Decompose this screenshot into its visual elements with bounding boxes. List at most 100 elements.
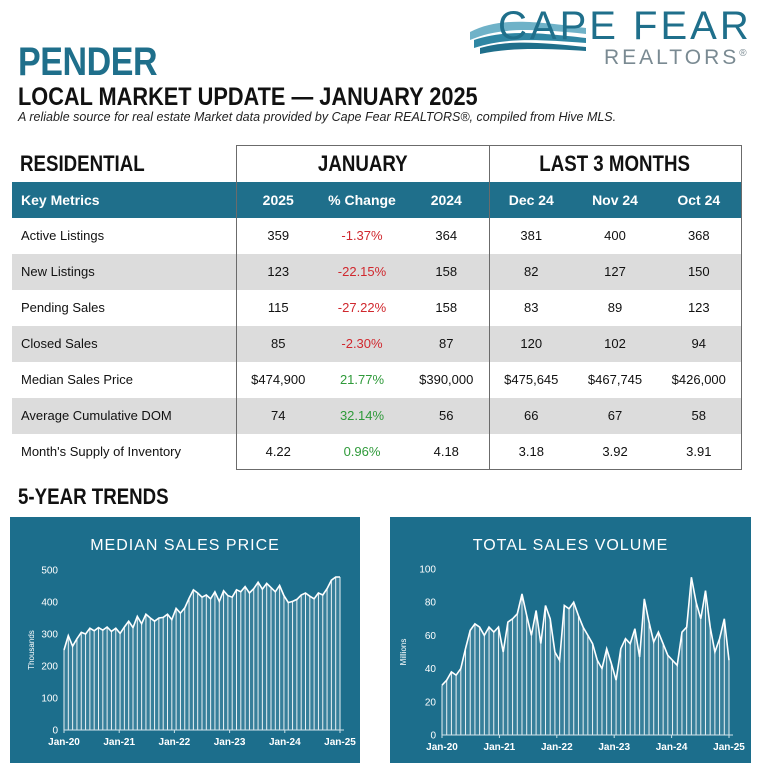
- series-line: [441, 577, 730, 686]
- x-tick-label: Jan-21: [484, 742, 516, 753]
- x-tick-label: Jan-22: [159, 737, 191, 748]
- col-header-nov-24: Nov 24: [573, 181, 658, 218]
- median-sales-price-plot: Thousands 0 100 200 300 400 500 Jan-20 Jan-21 Ja…: [27, 566, 356, 749]
- value-nov-24: 89: [607, 300, 623, 315]
- value-2025: 359: [235, 217, 320, 254]
- trends-heading: 5-YEAR TRENDS: [18, 484, 169, 509]
- x-tick-label: Jan-22: [541, 742, 573, 753]
- value-change: 21.77%: [339, 372, 385, 387]
- cape-fear-logo: CAPE FEAR REALTORS®: [468, 4, 750, 72]
- wave-logo-icon: [470, 21, 586, 54]
- metric-name: Month's Supply of Inventory: [21, 444, 182, 459]
- table-row: Closed Sales 85 -2.30% 87 120 102 94: [12, 325, 742, 362]
- x-tick-label: Jan-20: [48, 737, 80, 748]
- y-axis-label: Thousands: [27, 630, 36, 670]
- chart-title: MEDIAN SALES PRICE: [90, 537, 280, 554]
- y-tick-label: 60: [425, 631, 437, 642]
- col-header-2024: 2024: [404, 181, 490, 218]
- col-header-key-metrics: Key Metrics: [12, 181, 236, 218]
- median-sales-price-chart: MEDIAN SALES PRICE Thousands 0 100 200 300 4…: [10, 517, 360, 763]
- value-2024: 364: [404, 217, 490, 254]
- value-dec-24: 66: [489, 397, 574, 434]
- y-tick-label: 0: [52, 726, 58, 737]
- value-oct-24: 94: [657, 325, 742, 362]
- y-tick-label: 100: [419, 565, 436, 576]
- value-dec-24: 82: [489, 253, 574, 290]
- page-tagline: A reliable source for real estate Market…: [18, 110, 617, 124]
- value-change: -22.15%: [320, 253, 404, 290]
- table-row: Median Sales Price $474,900 21.77% $390,…: [12, 361, 742, 398]
- value-2024: 158: [404, 253, 490, 290]
- y-tick-label: 80: [425, 598, 437, 609]
- value-2025: 123: [235, 253, 320, 290]
- metric-name: Pending Sales: [21, 300, 105, 315]
- y-tick-label: 40: [425, 664, 437, 675]
- group-residential: RESIDENTIAL: [12, 145, 236, 182]
- metric-name: Active Listings: [21, 228, 105, 243]
- table-header-row: Key Metrics 2025 % Change 2024 Dec 24 No…: [12, 181, 742, 218]
- value-2025: $474,900: [235, 361, 320, 398]
- value-nov-24: $467,745: [587, 372, 643, 387]
- area-fill: [442, 577, 729, 735]
- value-nov-24: 102: [573, 325, 658, 362]
- x-tick-label: Jan-21: [103, 737, 135, 748]
- value-nov-24: 127: [573, 253, 658, 290]
- value-dec-24: 83: [524, 300, 539, 315]
- value-nov-24: 3.92: [573, 433, 658, 470]
- y-tick-label: 300: [41, 630, 58, 641]
- logo-text-realtors: REALTORS®: [604, 46, 750, 69]
- col-header-dec-24: Dec 24: [489, 181, 574, 218]
- value-2025: 4.22: [235, 433, 320, 470]
- x-tick-label: Jan-20: [426, 742, 458, 753]
- value-dec-24: $475,645: [504, 372, 559, 387]
- value-2024: 158: [404, 289, 490, 326]
- market-metrics-table: RESIDENTIAL JANUARY LAST 3 MONTHS Key Me…: [12, 145, 742, 470]
- value-dec-24: 381: [520, 228, 543, 243]
- metric-name: New Listings: [12, 253, 236, 290]
- value-change: -27.22%: [337, 300, 387, 315]
- table-row: New Listings 123 -22.15% 158 82 127 150: [12, 253, 742, 290]
- value-nov-24: 400: [604, 228, 626, 243]
- value-nov-24: 67: [573, 397, 658, 434]
- value-2025: 85: [235, 325, 320, 362]
- value-change: 32.14%: [320, 397, 404, 434]
- series-line: [63, 576, 340, 651]
- value-2024: 4.18: [404, 433, 490, 470]
- y-tick-label: 100: [41, 694, 58, 705]
- x-tick-label: Jan-24: [269, 737, 301, 748]
- value-change: -2.30%: [320, 325, 404, 362]
- metric-name: Median Sales Price: [21, 372, 133, 387]
- value-oct-24: 123: [657, 289, 742, 326]
- group-last-3-months: LAST 3 MONTHS: [489, 145, 742, 182]
- value-2024: 56: [404, 397, 490, 434]
- col-header-2025: 2025: [235, 181, 320, 218]
- logo-text-cape-fear: CAPE FEAR: [498, 4, 752, 48]
- x-tick-label: Jan-25: [324, 737, 356, 748]
- metric-name: Average Cumulative DOM: [12, 397, 236, 434]
- table-row: Average Cumulative DOM 74 32.14% 56 66 6…: [12, 397, 742, 434]
- group-january: JANUARY: [235, 145, 490, 182]
- value-2024: $390,000: [404, 361, 490, 398]
- value-2025: 115: [235, 289, 320, 326]
- chart-title: TOTAL SALES VOLUME: [472, 537, 669, 554]
- col-header-oct-24: Oct 24: [657, 181, 742, 218]
- y-tick-label: 400: [41, 598, 58, 609]
- value-oct-24: 3.91: [657, 433, 742, 470]
- total-sales-volume-chart: TOTAL SALES VOLUME Millions 0 20 40 60 80 100…: [390, 517, 751, 763]
- x-tick-label: Jan-23: [214, 737, 246, 748]
- value-oct-24: 150: [657, 253, 742, 290]
- value-dec-24: 3.18: [489, 433, 574, 470]
- y-axis-label: Millions: [399, 639, 408, 666]
- metric-name: Closed Sales: [12, 325, 236, 362]
- value-oct-24: 58: [657, 397, 742, 434]
- page-subtitle: LOCAL MARKET UPDATE — JANUARY 2025: [18, 83, 478, 111]
- col-header-percent-change: % Change: [320, 181, 404, 218]
- y-tick-label: 0: [430, 731, 436, 742]
- x-tick-label: Jan-24: [656, 742, 688, 753]
- x-tick-label: Jan-23: [598, 742, 630, 753]
- value-change: 0.96%: [320, 433, 404, 470]
- value-oct-24: 368: [657, 217, 742, 254]
- table-row: Pending Sales 115 -27.22% 158 83 89 123: [12, 289, 742, 326]
- y-tick-label: 500: [41, 566, 58, 577]
- x-tick-label: Jan-25: [713, 742, 745, 753]
